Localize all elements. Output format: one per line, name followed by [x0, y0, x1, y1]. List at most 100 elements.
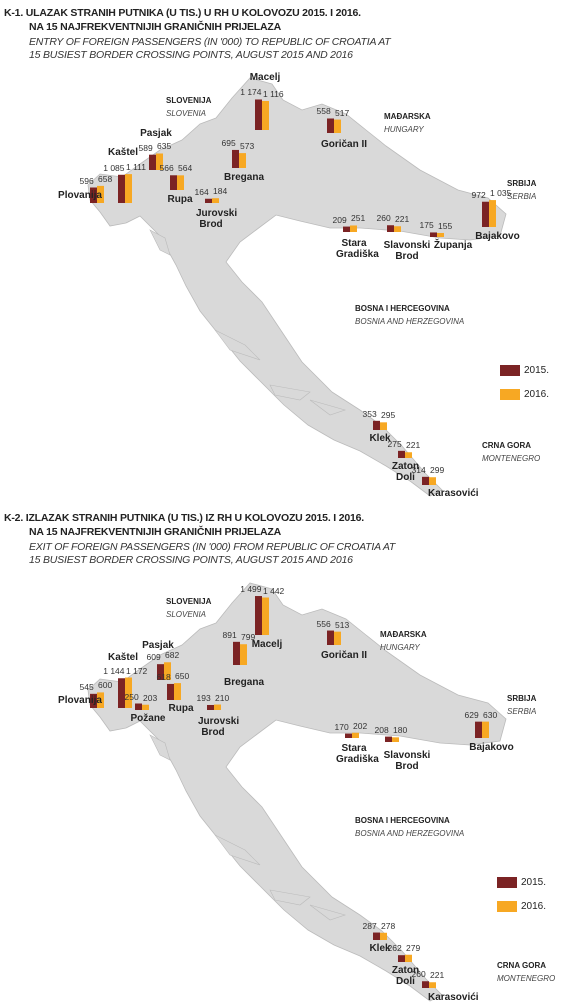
bar — [239, 153, 246, 168]
country-label-en: MONTENEGRO — [482, 454, 541, 463]
bar — [489, 200, 496, 227]
bar — [97, 692, 104, 708]
bar — [345, 733, 352, 738]
value-label: 209 — [332, 214, 347, 225]
legend-swatch — [500, 389, 520, 400]
bar — [262, 597, 269, 635]
bar — [394, 226, 401, 232]
bar — [97, 185, 104, 203]
bar — [398, 450, 405, 458]
crossing-name: Rupa — [168, 703, 194, 714]
value-label: 545 — [79, 681, 94, 692]
value-label: 618 — [156, 671, 171, 682]
legend-label: 2016. — [524, 389, 550, 400]
crossing-name: Klek — [369, 433, 391, 444]
bar — [327, 630, 334, 645]
bar — [90, 187, 97, 203]
value-label: 262 — [387, 943, 402, 954]
country-label-en: SERBIA — [507, 707, 537, 716]
value-label: 1 172 — [126, 665, 148, 676]
legend-label: 2016. — [521, 901, 547, 912]
country-label: SRBIJA — [507, 694, 537, 703]
country-shape — [87, 582, 507, 1002]
bar — [373, 420, 380, 430]
value-label: 203 — [143, 692, 158, 703]
value-label: 299 — [430, 465, 445, 476]
bar — [205, 198, 212, 203]
value-label: 221 — [395, 214, 410, 225]
bar — [177, 175, 184, 190]
map-subtitle: 15 BUSIEST BORDER CROSSING POINTS, AUGUS… — [29, 49, 353, 61]
value-label: 629 — [464, 709, 479, 720]
value-label: 279 — [406, 942, 421, 953]
country-label-en: HUNGARY — [384, 125, 424, 134]
crossing-name: Zaton Doli — [391, 965, 420, 987]
value-label: 695 — [221, 137, 236, 148]
bar — [207, 704, 214, 710]
bar — [149, 154, 156, 170]
bar — [255, 99, 262, 130]
value-label: 513 — [335, 619, 350, 630]
crossing-name: Županja — [433, 240, 473, 251]
bar — [156, 153, 163, 170]
value-label: 202 — [353, 720, 368, 731]
value-label: 221 — [430, 970, 445, 981]
island — [149, 229, 171, 256]
country-label: SLOVENIJA — [166, 597, 212, 606]
bar — [118, 678, 125, 708]
crossing-name: Kaštel — [107, 147, 138, 158]
bar — [212, 198, 219, 203]
bar — [405, 954, 412, 962]
crossing-name: Macelj — [249, 72, 281, 83]
value-label: 596 — [79, 175, 94, 186]
crossing-name: Zaton Doli — [391, 461, 420, 483]
crossing-name: Stara Gradiška — [336, 743, 379, 765]
value-label: 164 — [194, 186, 209, 197]
crossing-name: Jurovski Brod — [198, 716, 240, 738]
bar — [437, 232, 444, 237]
crossing-name: Goričan II — [320, 139, 368, 150]
value-label: 180 — [393, 725, 408, 736]
map-subtitle: ENTRY OF FOREIGN PASSENGERS (IN '000) TO… — [29, 36, 391, 48]
bar — [214, 704, 221, 710]
island — [149, 734, 171, 761]
crossing-name: Plovanija — [58, 190, 102, 201]
island — [269, 889, 311, 906]
country-label: BOSNA I HERCEGOVINA — [355, 304, 450, 313]
bar — [422, 981, 429, 988]
bar — [334, 119, 341, 133]
value-label: 260 — [376, 213, 391, 224]
bar — [482, 201, 489, 227]
bar — [262, 100, 269, 130]
map-title: K-1. ULAZAK STRANIH PUTNIKA (U TIS.) U R… — [4, 7, 361, 19]
country-label-en: SERBIA — [507, 192, 537, 201]
map-subtitle: 15 BUSIEST BORDER CROSSING POINTS, AUGUS… — [29, 554, 353, 566]
bar — [334, 631, 341, 645]
value-label: 208 — [374, 724, 389, 735]
crossing-name: Slavonski Brod — [383, 240, 431, 262]
crossing-name: Goričan II — [320, 650, 368, 661]
country-label-en: MONTENEGRO — [497, 974, 556, 983]
legend-swatch — [497, 877, 517, 888]
value-label: 1 035 — [490, 188, 512, 199]
crossing-name: Kaštel — [107, 652, 138, 663]
value-label: 1 116 — [263, 88, 284, 99]
bar — [430, 232, 437, 237]
value-label: 600 — [98, 680, 113, 691]
crossing-name: Požane — [130, 713, 166, 724]
country-label: MAĐARSKA — [380, 630, 427, 639]
bar — [135, 703, 142, 710]
value-label: 682 — [165, 650, 180, 661]
bar — [157, 664, 164, 680]
country-label-en: SLOVENIA — [166, 109, 207, 118]
value-label: 609 — [146, 652, 161, 663]
crossing-name: Karasovići — [428, 488, 479, 499]
bar — [352, 732, 359, 738]
value-label: 1 111 — [126, 162, 147, 173]
crossing-name: Slavonski Brod — [383, 750, 431, 772]
crossing-name: Bajakovo — [469, 742, 514, 753]
value-label: 275 — [387, 438, 402, 449]
bar — [142, 704, 149, 710]
bar — [327, 118, 334, 133]
value-label: 972 — [471, 189, 486, 200]
